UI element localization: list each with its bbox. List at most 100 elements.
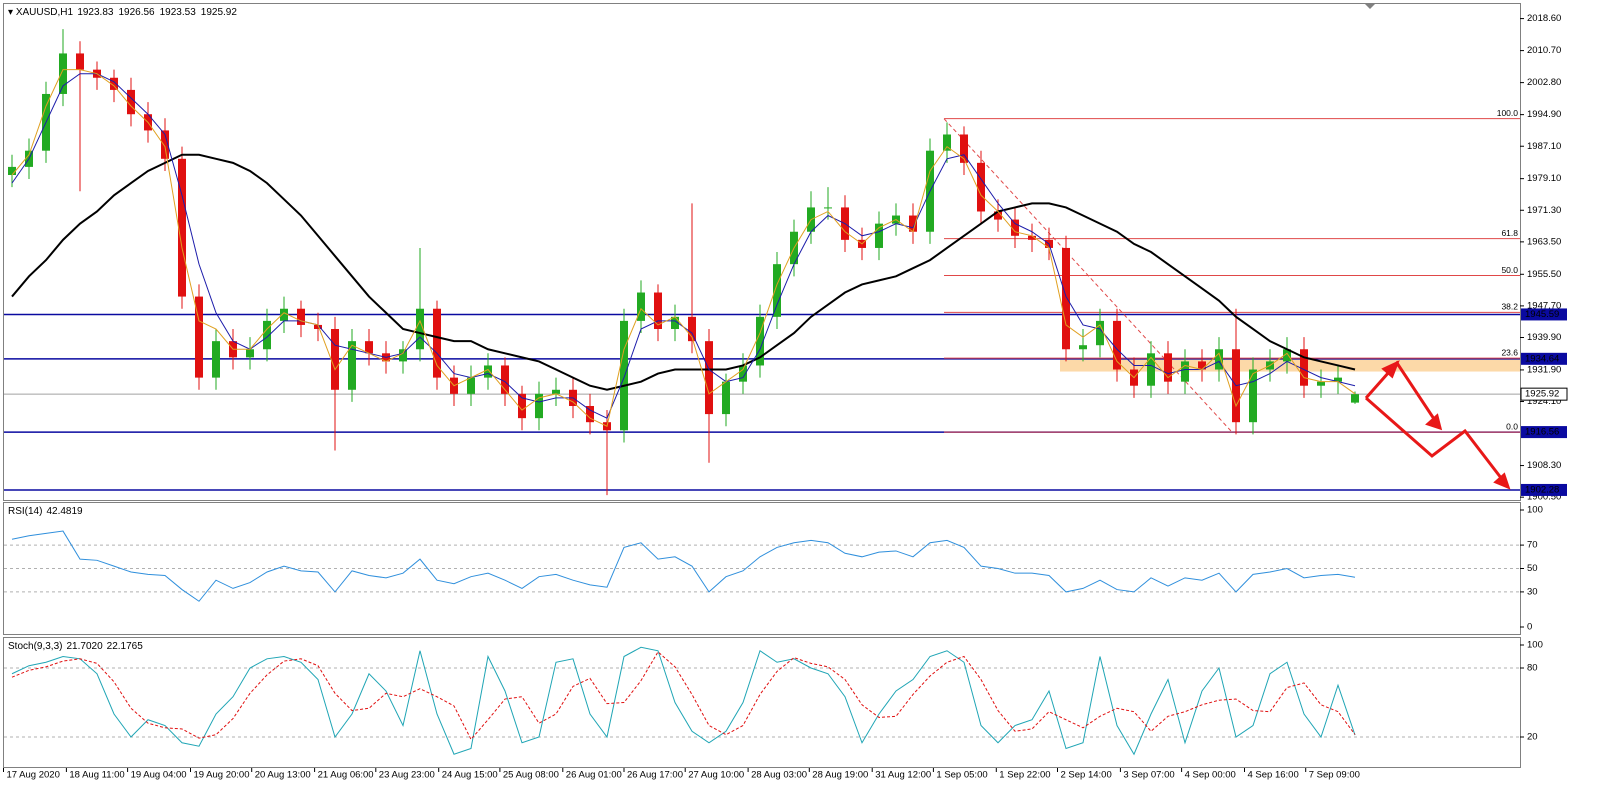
candle-body xyxy=(399,349,407,362)
y-tick-label: 1947.70 xyxy=(1527,300,1561,311)
candle-body xyxy=(8,166,16,176)
fib-trend xyxy=(943,118,1233,433)
candle-body xyxy=(756,316,764,366)
candle-body xyxy=(1113,320,1121,370)
price-box xyxy=(1520,387,1568,401)
low-value: 1923.53 xyxy=(160,7,197,18)
y-tick-label: 2010.70 xyxy=(1527,45,1561,56)
candle-body xyxy=(212,341,220,378)
y-tick-label: 100 xyxy=(1527,640,1543,651)
candle-body xyxy=(195,296,203,378)
price-label: 1925.92 xyxy=(1525,389,1559,400)
stoch-signal-value: 22.1765 xyxy=(107,641,144,652)
fib-label: 100.0 xyxy=(1497,108,1519,118)
support-zone xyxy=(1060,358,1520,372)
y-tick-label: 1955.50 xyxy=(1527,269,1561,280)
price-panel xyxy=(3,3,1521,501)
candle-body xyxy=(331,328,339,390)
candle-body xyxy=(705,341,713,415)
x-tick-label: 28 Aug 03:00 xyxy=(751,770,807,781)
candle-body xyxy=(59,53,67,94)
fib-label: 50.0 xyxy=(1501,265,1518,275)
y-tick-label: 0 xyxy=(1527,622,1532,633)
y-tick-label: 1994.90 xyxy=(1527,109,1561,120)
candle-body xyxy=(1334,377,1342,382)
chart-header: ▾ XAUUSD,H1 1923.83 1926.56 1923.53 1925.92 xyxy=(8,7,237,18)
candle-body xyxy=(1062,247,1070,350)
candle-body xyxy=(365,341,373,354)
candle-body xyxy=(348,341,356,390)
candle-body xyxy=(1317,381,1325,386)
stoch-main-value: 21.7020 xyxy=(66,641,103,652)
candle-body xyxy=(943,134,951,151)
candle-body xyxy=(654,292,662,329)
fib-label: 61.8 xyxy=(1501,228,1518,238)
y-tick-label: 70 xyxy=(1527,540,1538,551)
y-tick-label: 1908.30 xyxy=(1527,460,1561,471)
x-tick-label: 23 Aug 23:00 xyxy=(379,770,435,781)
fib-label: 0.0 xyxy=(1506,421,1518,431)
candle-body xyxy=(722,381,730,415)
y-tick-label: 1900.50 xyxy=(1527,492,1561,503)
y-tick-label: 1924.10 xyxy=(1527,396,1561,407)
y-tick-label: 1931.90 xyxy=(1527,364,1561,375)
candle-body xyxy=(688,316,696,342)
level-box xyxy=(1521,352,1567,365)
y-tick-label: 1939.90 xyxy=(1527,332,1561,343)
candle-body xyxy=(263,320,271,350)
x-tick-label: 1 Sep 22:00 xyxy=(999,770,1050,781)
candle-body xyxy=(280,308,288,321)
arrow-head xyxy=(1425,413,1443,431)
y-tick-label: 20 xyxy=(1527,732,1538,743)
candle-body xyxy=(501,365,509,394)
stoch-title: Stoch(9,3,3) xyxy=(8,641,62,652)
fib-label: 23.6 xyxy=(1501,347,1518,357)
candle-body xyxy=(1164,353,1172,382)
y-tick-label: 2002.80 xyxy=(1527,77,1561,88)
candle-body xyxy=(535,393,543,419)
x-tick-label: 20 Aug 13:00 xyxy=(255,770,311,781)
x-tick-label: 19 Aug 20:00 xyxy=(194,770,250,781)
candle-body xyxy=(178,158,186,297)
candle-body xyxy=(433,308,441,378)
candle-body xyxy=(671,316,679,329)
x-tick-label: 24 Aug 15:00 xyxy=(442,770,498,781)
y-tick-label: 2018.60 xyxy=(1527,13,1561,24)
y-tick-label: 1971.30 xyxy=(1527,205,1561,216)
level-label: 1945.59 xyxy=(1525,309,1559,320)
level-box xyxy=(1521,483,1567,496)
stoch-panel xyxy=(3,637,1521,768)
y-tick-label: 30 xyxy=(1527,586,1538,597)
candle-body xyxy=(1351,394,1359,403)
menu-arrow: ▾ xyxy=(8,7,16,18)
level-label: 1916.56 xyxy=(1525,427,1559,438)
candle-body xyxy=(620,320,628,431)
candle-body xyxy=(314,324,322,329)
candle-body xyxy=(977,162,985,212)
candle-body xyxy=(994,211,1002,220)
candle-body xyxy=(76,53,84,70)
candle-body xyxy=(909,215,917,232)
candle-body xyxy=(1011,219,1019,236)
candle-body xyxy=(1147,353,1155,386)
candle-body xyxy=(1300,349,1308,386)
candle-body xyxy=(1079,345,1087,350)
forecast-arrows xyxy=(1364,360,1511,490)
rsi-value: 42.4819 xyxy=(46,506,83,517)
open-value: 1923.83 xyxy=(77,7,114,18)
candle-body xyxy=(1181,361,1189,382)
candle-body xyxy=(127,89,135,115)
x-tick-label: 19 Aug 04:00 xyxy=(131,770,187,781)
moving-average xyxy=(11,153,1356,391)
candle-body xyxy=(960,134,968,163)
candle-body xyxy=(161,130,169,159)
x-tick-label: 2 Sep 14:00 xyxy=(1061,770,1112,781)
candle-body xyxy=(110,77,118,90)
shift-marker xyxy=(1365,4,1375,9)
candle-body xyxy=(637,292,645,321)
candle-body xyxy=(586,405,594,423)
y-tick-label: 1963.50 xyxy=(1527,236,1561,247)
